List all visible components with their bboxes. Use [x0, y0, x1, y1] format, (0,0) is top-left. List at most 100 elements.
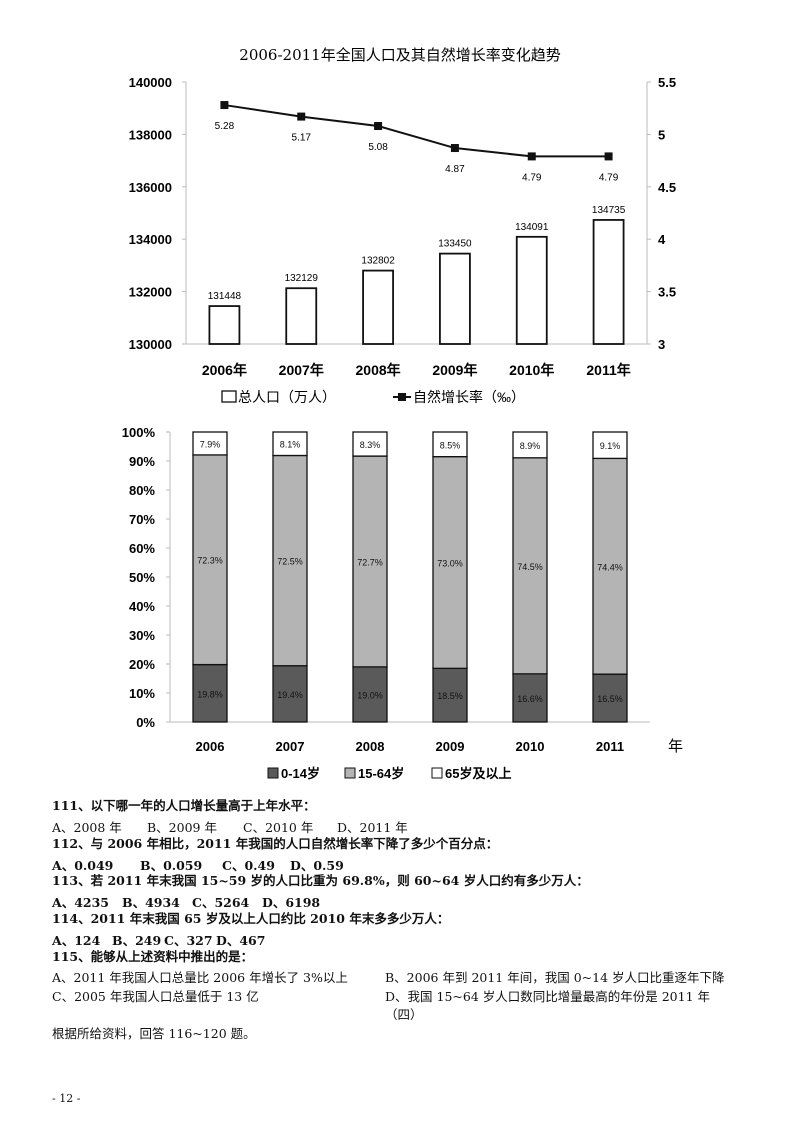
segment-label: 16.5% [597, 694, 623, 704]
option: D、2011 年 [337, 820, 408, 835]
y-tick: 90% [129, 454, 155, 469]
segment-label: 73.0% [437, 559, 463, 569]
x-axis-label: 年 [668, 738, 683, 755]
population-bar [439, 252, 471, 345]
segment-label: 18.5% [437, 691, 463, 701]
legend-bar-label: 总人口（万人） [238, 389, 336, 405]
section-mark: （四） [385, 1007, 423, 1022]
question-113: 113、若 2011 年末我国 15~59 岁的人口比重为 69.8%，则 60… [52, 873, 589, 888]
option: C、327 [164, 933, 213, 948]
legend-label: 0-14岁 [281, 766, 320, 781]
x-tick-label: 2010年 [509, 362, 554, 378]
segment-label: 72.3% [197, 556, 223, 566]
y-tick-left: 134000 [129, 232, 172, 247]
option: B、0.059 [140, 858, 203, 873]
segment-15-64岁 [272, 454, 308, 667]
y-tick: 100% [122, 425, 156, 440]
line-data-label: 5.28 [215, 121, 235, 132]
segment-label: 9.1% [600, 441, 621, 451]
x-tick-label: 2010 [516, 739, 545, 754]
growth-rate-marker [604, 152, 613, 161]
option: B、4934 [122, 895, 180, 910]
y-tick: 80% [129, 483, 155, 498]
x-tick-label: 2011年 [586, 362, 630, 378]
line-data-label: 5.08 [368, 142, 388, 153]
x-tick-label: 2006 [196, 739, 225, 754]
option: C、0.49 [222, 858, 275, 873]
y-tick-left: 132000 [129, 285, 172, 300]
segment-65岁及以上 [432, 431, 468, 458]
question-112: 112、与 2006 年相比，2011 年我国的人口自然增长率下降了多少个百分点… [52, 836, 499, 851]
segment-0-14岁 [192, 663, 228, 723]
y-tick: 20% [129, 657, 155, 672]
segment-15-64岁 [592, 457, 628, 675]
option: A、2011 年我国人口总量比 2006 年增长了 3%以上 [52, 970, 348, 985]
chart-title: 2006-2011年全国人口及其自然增长率变化趋势 [239, 46, 560, 64]
y-tick-right: 5 [658, 127, 665, 142]
population-bar [592, 219, 625, 345]
segment-65岁及以上 [272, 431, 308, 457]
bar-data-label: 134735 [592, 205, 626, 216]
segment-65岁及以上 [512, 431, 548, 459]
growth-rate-marker [220, 101, 229, 110]
option: D、467 [216, 933, 266, 948]
y-tick-left: 130000 [129, 337, 172, 352]
option: D、0.59 [290, 858, 344, 873]
segment-label: 16.6% [517, 694, 543, 704]
y-tick: 10% [129, 686, 155, 701]
population-bar [208, 305, 241, 345]
x-tick-label: 2009 [436, 739, 465, 754]
segment-15-64岁 [352, 455, 388, 668]
y-tick: 0% [136, 715, 155, 730]
y-tick: 40% [129, 599, 155, 614]
segment-label: 19.0% [357, 690, 383, 700]
segment-0-14岁 [592, 673, 628, 723]
segment-label: 74.4% [597, 562, 623, 572]
segment-65岁及以上 [352, 431, 388, 457]
legend-line-label: 自然增长率（‰） [413, 389, 525, 405]
y-tick-right: 4 [658, 232, 666, 247]
growth-rate-marker [374, 122, 383, 131]
option: C、2005 年我国人口总量低于 13 亿 [52, 989, 259, 1004]
option: B、2009 年 [147, 820, 217, 835]
option: C、2010 年 [243, 820, 314, 835]
x-tick-label: 2007 [276, 739, 305, 754]
question-115: 115、能够从上述资料中推出的是： [52, 949, 254, 964]
legend-line-marker [398, 393, 406, 401]
x-tick-label: 2008年 [356, 362, 401, 378]
option: A、2008 年 [52, 820, 122, 835]
y-tick: 60% [129, 541, 155, 556]
line-data-label: 5.17 [292, 133, 312, 144]
y-tick-right: 4.5 [658, 180, 676, 195]
segment-15-64岁 [432, 455, 468, 669]
bar-data-label: 134091 [515, 222, 549, 233]
segment-label: 72.5% [277, 557, 303, 567]
y-tick-left: 140000 [129, 75, 172, 90]
bar-data-label: 133450 [438, 239, 472, 250]
bar-data-label: 132802 [361, 256, 395, 267]
x-tick-label: 2008 [356, 739, 385, 754]
x-tick-label: 2011 [596, 739, 624, 754]
y-tick: 50% [129, 570, 155, 585]
x-tick-label: 2007年 [279, 362, 324, 378]
option: C、5264 [192, 895, 250, 910]
page-number: - 12 - [52, 1092, 81, 1105]
legend-swatch [267, 767, 279, 779]
legend-label: 15-64岁 [358, 766, 404, 781]
growth-rate-marker [527, 152, 536, 161]
segment-label: 8.5% [440, 440, 461, 450]
legend-label: 65岁及以上 [445, 766, 511, 781]
growth-rate-line [224, 104, 609, 158]
segment-label: 8.3% [360, 440, 381, 450]
line-data-label: 4.79 [522, 172, 542, 183]
population-bar [285, 287, 318, 345]
growth-rate-marker [297, 112, 306, 121]
growth-rate-marker [450, 144, 459, 153]
x-tick-label: 2006年 [202, 362, 247, 378]
segment-label: 19.8% [197, 689, 223, 699]
segment-65岁及以上 [592, 431, 628, 460]
population-chart: 2006-2011年全国人口及其自然增长率变化趋势 130000 132000 134… [129, 46, 676, 405]
instruction-text: 根据所给资料，回答 116~120 题。 [52, 1026, 256, 1041]
segment-label: 8.1% [280, 440, 301, 450]
x-tick-label: 2009年 [432, 362, 477, 378]
